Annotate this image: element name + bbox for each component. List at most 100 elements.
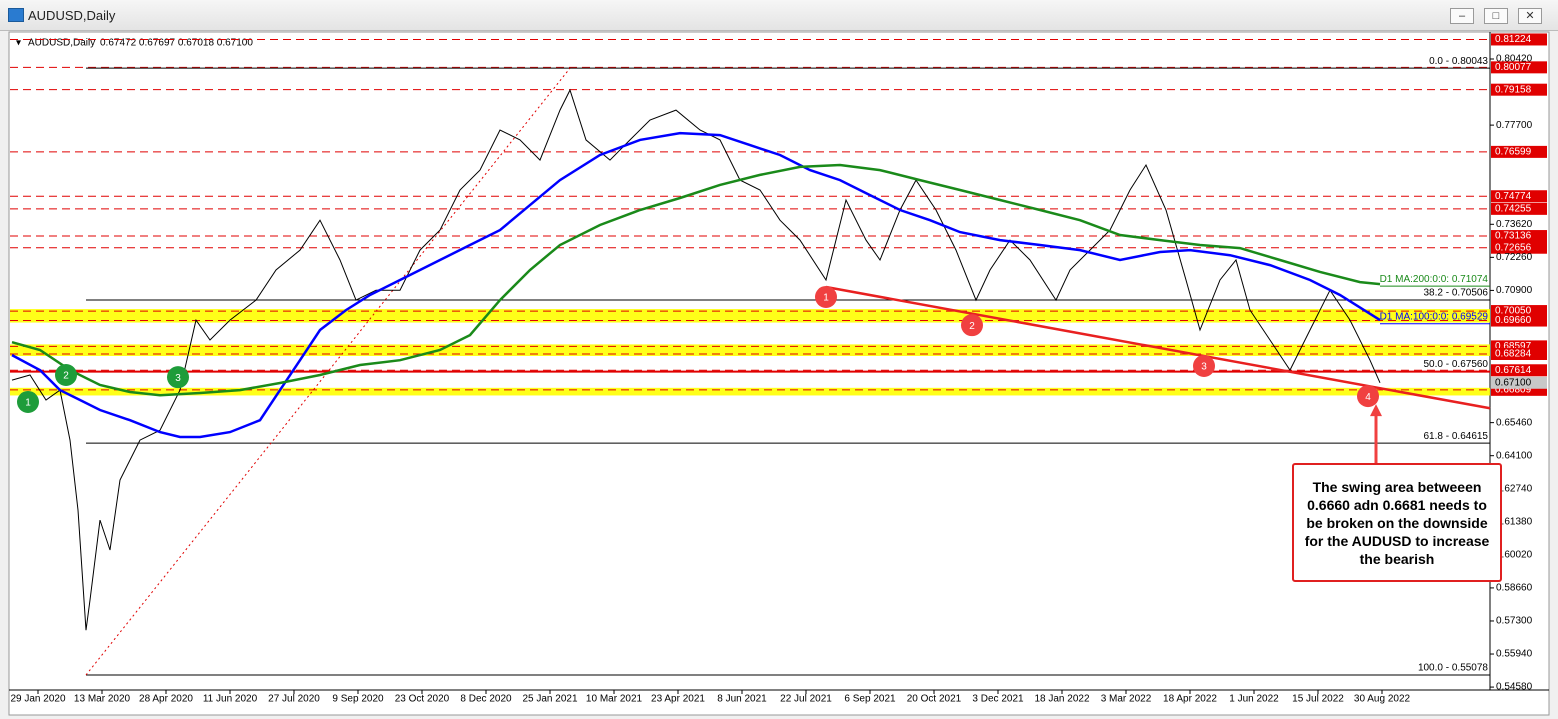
x-tick-label: 11 Jun 2020	[203, 694, 258, 705]
level-price-label: 0.70050	[1495, 306, 1532, 317]
level-price-box	[1491, 230, 1547, 243]
level-price-label: 0.76599	[1495, 147, 1532, 158]
current-price-box	[1491, 376, 1547, 389]
ma-label: D1 MA:200:0:0: 0.71074	[1380, 274, 1489, 285]
marker	[815, 285, 837, 308]
marker-label: 2	[969, 321, 975, 332]
current-price-label: 0.67100	[1495, 377, 1532, 388]
x-tick-label: 18 Apr 2022	[1163, 694, 1217, 705]
marker-label: 1	[25, 398, 31, 409]
level-price-label: 0.69660	[1495, 315, 1532, 326]
x-tick-label: 3 Mar 2022	[1101, 694, 1152, 705]
maximize-button[interactable]: □	[1484, 8, 1508, 24]
zone	[10, 309, 1490, 323]
x-tick-label: 29 Jan 2020	[10, 694, 65, 705]
level-price-box	[1491, 347, 1547, 360]
title-bar: AUDUSD,Daily – □ ✕	[0, 0, 1558, 31]
series: D1 MA:200:0:0: 0.71074 D1 MA:100:0:0: 0.6…	[11, 88, 1490, 631]
marker	[17, 390, 39, 413]
x-tick-label: 25 Jan 2021	[522, 694, 577, 705]
moving-average	[11, 131, 1381, 439]
level-price-box	[1491, 145, 1547, 158]
marker	[55, 363, 77, 386]
x-tick-label: 22 Jul 2021	[780, 694, 832, 705]
y-tick-label: 0.57300	[1496, 616, 1533, 627]
marker	[1193, 354, 1215, 377]
level-price-box	[1491, 314, 1547, 327]
y-tick-label: 0.54580	[1496, 682, 1533, 693]
marker-label: 3	[1201, 362, 1207, 373]
marker	[1357, 385, 1379, 408]
y-tick-label: 0.61380	[1496, 516, 1533, 527]
level-price-label: 0.74255	[1495, 203, 1532, 214]
minimize-button[interactable]: –	[1450, 8, 1474, 24]
level-price-label: 0.74774	[1495, 191, 1532, 202]
x-tick-label: 6 Sep 2021	[844, 694, 896, 705]
x-tick-label: 13 Mar 2020	[74, 694, 131, 705]
fib-label: 0.0 - 0.80043	[1429, 56, 1488, 67]
zones	[10, 309, 1490, 396]
x-tick-label: 3 Dec 2021	[972, 694, 1024, 705]
level-price-label: 0.80077	[1495, 62, 1532, 73]
moving-average	[11, 163, 1381, 397]
ma-label: D1 MA:100:0:0: 0.69529	[1380, 311, 1489, 322]
x-tick-label: 8 Dec 2020	[460, 694, 512, 705]
fib-base-line	[85, 67, 571, 676]
fib-label: 50.0 - 0.67560	[1424, 359, 1489, 370]
level-price-box	[1491, 190, 1547, 203]
level-price-label: 0.67614	[1495, 365, 1532, 376]
fib-label: 38.2 - 0.70506	[1424, 288, 1489, 299]
fib-levels: 0.0 - 0.80043 38.2 - 0.70506 50.0 - 0.6756…	[10, 56, 1490, 676]
level-price-label: 0.68597	[1495, 341, 1532, 352]
level-price-box	[1491, 364, 1547, 377]
y-tick-label: 0.62740	[1496, 483, 1533, 494]
x-tick-label: 1 Jun 2022	[1229, 694, 1279, 705]
marker-label: 3	[175, 373, 181, 384]
x-tick-label: 8 Jun 2021	[717, 694, 767, 705]
x-tick-label: 23 Oct 2020	[395, 694, 450, 705]
level-price-box	[1491, 202, 1547, 215]
marker-label: 2	[63, 371, 69, 382]
level-price-label: 0.79158	[1495, 84, 1532, 95]
window-icon	[8, 8, 24, 22]
level-price-box	[1491, 61, 1547, 74]
x-tick-label: 23 Apr 2021	[651, 694, 705, 705]
zone	[10, 344, 1490, 356]
fib-label: 61.8 - 0.64615	[1424, 431, 1489, 442]
y-tick-label: 0.65460	[1496, 417, 1533, 428]
level-price-label: 0.73136	[1495, 231, 1532, 242]
marker-label: 1	[823, 293, 829, 304]
y-tick-label: 0.58660	[1496, 583, 1533, 594]
ohlc-values: 0.67472 0.67697 0.67018 0.67100	[100, 38, 253, 49]
level-price-label: 0.68284	[1495, 349, 1532, 360]
x-tick-label: 30 Aug 2022	[1354, 694, 1411, 705]
y-tick-label: 0.64100	[1496, 450, 1533, 461]
x-tick-label: 10 Mar 2021	[586, 694, 643, 705]
level-price-box	[1491, 33, 1547, 46]
level-price-label: 0.66809	[1495, 384, 1532, 395]
annotation-arrowhead	[1370, 404, 1382, 417]
fib-label: 100.0 - 0.55078	[1418, 663, 1488, 674]
window-title: AUDUSD,Daily	[28, 8, 116, 23]
x-tick-label: 9 Sep 2020	[332, 694, 384, 705]
zone	[10, 387, 1490, 396]
y-tick-label: 0.60020	[1496, 549, 1533, 560]
level-price-label: 0.81224	[1495, 34, 1532, 45]
x-tick-label: 28 Apr 2020	[139, 694, 193, 705]
level-price-box	[1491, 305, 1547, 318]
x-tick-label: 15 Jul 2022	[1292, 694, 1344, 705]
y-tick-label: 0.77700	[1496, 120, 1533, 131]
annotations: 1 2 3 1 2 3 4	[17, 285, 1491, 463]
y-tick-label: 0.80420	[1496, 54, 1533, 65]
price-line	[11, 88, 1381, 631]
y-tick-label: 0.70900	[1496, 285, 1533, 296]
axes: 0.81224 0.80077 0.79158 0.76599 0.747740.742…	[10, 33, 1547, 705]
chart-background	[8, 31, 1550, 716]
header-arrow: ▾	[16, 38, 21, 49]
level-price-box	[1491, 83, 1547, 96]
level-price-box	[1491, 241, 1547, 254]
level-price-label: 0.72656	[1495, 242, 1532, 253]
trendline	[825, 285, 1491, 410]
close-button[interactable]: ✕	[1518, 8, 1542, 24]
